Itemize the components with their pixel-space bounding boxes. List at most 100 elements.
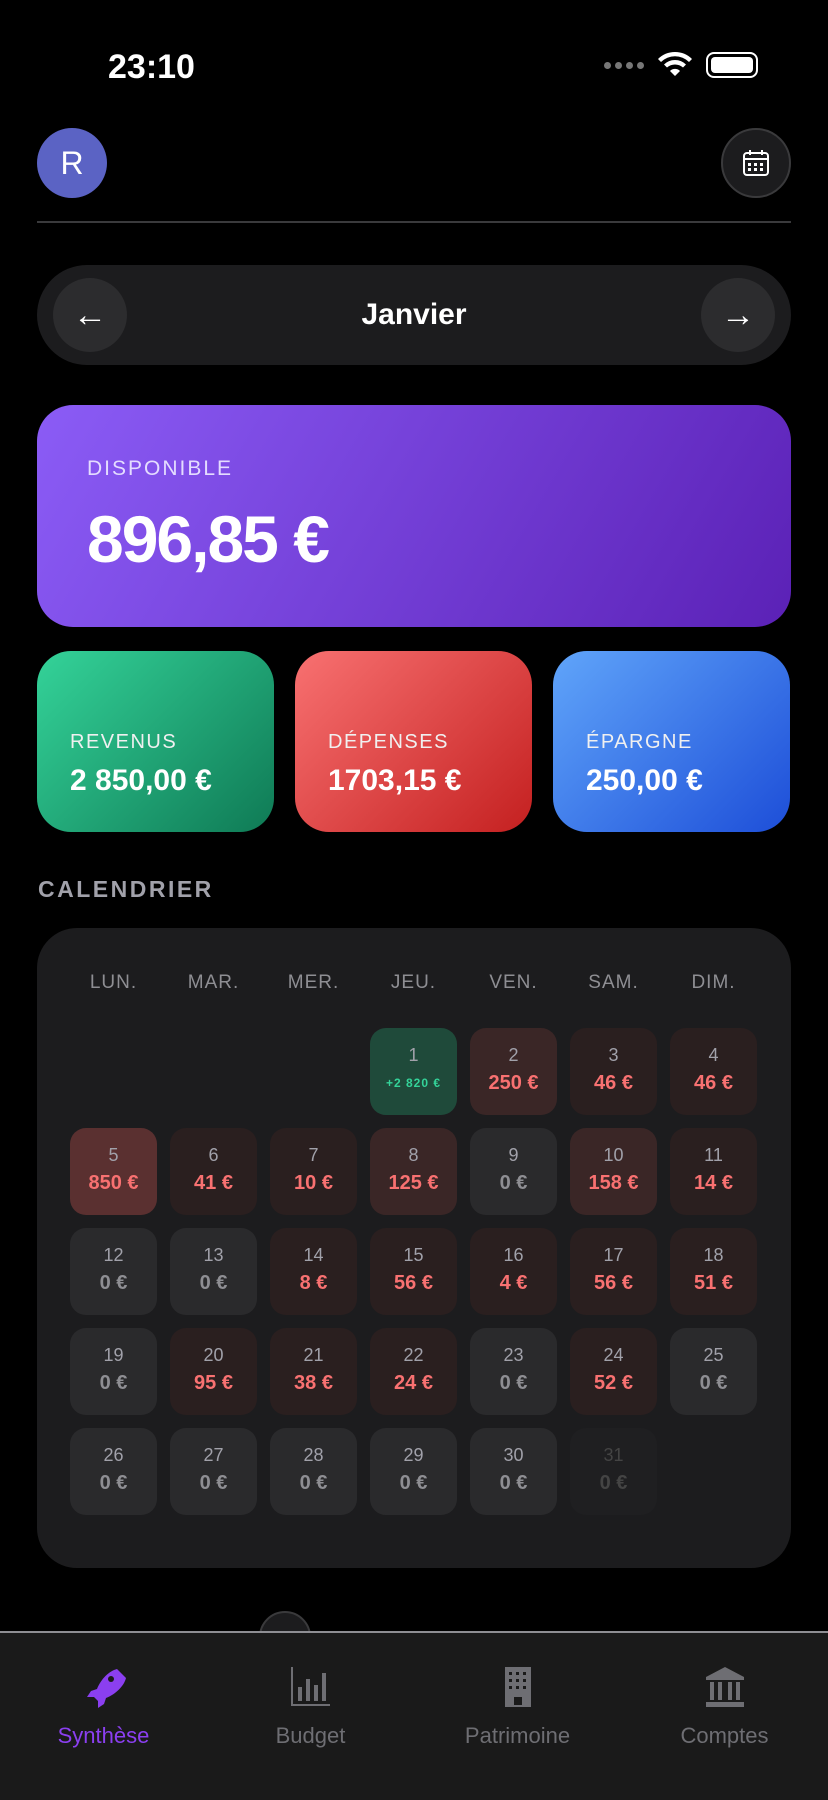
calendar-day[interactable]: 22 24 € xyxy=(370,1328,457,1415)
day-number: 24 xyxy=(603,1345,624,1365)
day-amount: 14 € xyxy=(694,1172,733,1194)
day-number: 11 xyxy=(704,1145,723,1165)
calendar-day[interactable]: 23 0 € xyxy=(470,1328,557,1415)
arrow-right-icon: → xyxy=(721,295,755,334)
available-label: DISPONIBLE xyxy=(87,457,234,480)
calendar-day[interactable]: 28 0 € xyxy=(270,1428,357,1515)
signal-icon xyxy=(604,61,644,69)
day-amount: 8 € xyxy=(299,1272,328,1294)
month-label: Janvier xyxy=(361,298,467,331)
day-number: 3 xyxy=(608,1045,619,1065)
calendar-day[interactable]: 30 0 € xyxy=(470,1428,557,1515)
calendar-day[interactable]: 25 0 € xyxy=(670,1328,757,1415)
tab-label: Synthèse xyxy=(57,1723,150,1748)
day-amount: 56 € xyxy=(594,1272,633,1294)
day-number: 14 xyxy=(303,1245,324,1265)
calendar-day[interactable]: 26 0 € xyxy=(70,1428,157,1515)
previous-month-button[interactable]: ← xyxy=(53,278,127,352)
calendar-day[interactable]: 24 52 € xyxy=(570,1328,657,1415)
calendar-day[interactable]: 21 38 € xyxy=(270,1328,357,1415)
day-number: 20 xyxy=(203,1345,224,1365)
day-number: 6 xyxy=(208,1145,219,1165)
battery-icon xyxy=(706,52,758,78)
calendar-day[interactable]: 2 250 € xyxy=(470,1028,557,1115)
arrow-left-icon: ← xyxy=(73,295,107,334)
day-amount: 52 € xyxy=(594,1372,633,1394)
day-amount: 0 € xyxy=(499,1472,528,1494)
calendar-day[interactable]: 31 0 € xyxy=(570,1428,657,1515)
tab-bar: Synthèse Budget Patrimoine Comptes xyxy=(0,1631,828,1800)
day-amount: 95 € xyxy=(194,1372,233,1394)
building-icon xyxy=(504,1667,531,1707)
avatar[interactable]: R xyxy=(37,128,107,198)
tab-comptes[interactable]: Comptes xyxy=(621,1633,828,1800)
calendar-day[interactable]: 12 0 € xyxy=(70,1228,157,1315)
day-number: 27 xyxy=(203,1445,224,1465)
calendar-section-title: CALENDRIER xyxy=(38,876,214,902)
day-amount: 0 € xyxy=(199,1272,228,1294)
calendar-day[interactable]: 11 14 € xyxy=(670,1128,757,1215)
day-number: 9 xyxy=(508,1145,519,1165)
avatar-initial: R xyxy=(60,144,84,181)
day-amount: 0 € xyxy=(99,1372,128,1394)
calendar-day[interactable]: 17 56 € xyxy=(570,1228,657,1315)
calendar-day[interactable]: 3 46 € xyxy=(570,1028,657,1115)
tab-patrimoine[interactable]: Patrimoine xyxy=(414,1633,621,1800)
calendar-day[interactable]: 13 0 € xyxy=(170,1228,257,1315)
day-number: 30 xyxy=(503,1445,524,1465)
day-number: 18 xyxy=(703,1245,724,1265)
day-amount: 24 € xyxy=(394,1372,433,1394)
bank-icon xyxy=(705,1667,744,1707)
day-number: 7 xyxy=(308,1145,319,1165)
calendar-day[interactable]: 7 10 € xyxy=(270,1128,357,1215)
month-navigator: ← Janvier → xyxy=(37,265,791,365)
day-number: 31 xyxy=(603,1445,624,1465)
day-number: 26 xyxy=(103,1445,124,1465)
expenses-card[interactable]: DÉPENSES 1703,15 € xyxy=(295,651,532,832)
calendar-day[interactable]: 27 0 € xyxy=(170,1428,257,1515)
tab-synthese[interactable]: Synthèse xyxy=(0,1633,207,1800)
day-amount: 0 € xyxy=(99,1472,128,1494)
day-amount: 10 € xyxy=(294,1172,333,1194)
tab-budget[interactable]: Budget xyxy=(207,1633,414,1800)
calendar-day[interactable]: 10 158 € xyxy=(570,1128,657,1215)
calendar-day[interactable]: 5 850 € xyxy=(70,1128,157,1215)
day-amount: 125 € xyxy=(388,1172,439,1194)
calendar-day[interactable]: 8 125 € xyxy=(370,1128,457,1215)
calendar-icon xyxy=(743,150,769,176)
available-value: 896,85 € xyxy=(87,502,330,576)
day-amount: 0 € xyxy=(499,1172,528,1194)
calendar-day[interactable]: 29 0 € xyxy=(370,1428,457,1515)
day-amount: 158 € xyxy=(588,1172,639,1194)
savings-card[interactable]: ÉPARGNE 250,00 € xyxy=(553,651,790,832)
day-amount: 0 € xyxy=(199,1472,228,1494)
expenses-label: DÉPENSES xyxy=(328,731,449,753)
header-divider xyxy=(37,221,791,223)
tab-label: Patrimoine xyxy=(464,1723,571,1748)
day-number: 13 xyxy=(203,1245,224,1265)
day-number: 2 xyxy=(508,1045,519,1065)
calendar-day[interactable]: 4 46 € xyxy=(670,1028,757,1115)
day-number: 28 xyxy=(303,1445,324,1465)
day-amount: +2 820 € xyxy=(385,1076,442,1090)
day-amount: 0 € xyxy=(499,1372,528,1394)
day-number: 29 xyxy=(403,1445,424,1465)
calendar-day[interactable]: 14 8 € xyxy=(270,1228,357,1315)
calendar-day[interactable]: 15 56 € xyxy=(370,1228,457,1315)
day-amount: 4 € xyxy=(499,1272,528,1294)
income-card[interactable]: REVENUS 2 850,00 € xyxy=(37,651,274,832)
calendar-day[interactable]: 6 41 € xyxy=(170,1128,257,1215)
next-month-button[interactable]: → xyxy=(701,278,775,352)
calendar-day[interactable]: 19 0 € xyxy=(70,1328,157,1415)
day-number: 5 xyxy=(108,1145,119,1165)
day-amount: 250 € xyxy=(488,1072,539,1094)
calendar-day[interactable]: 16 4 € xyxy=(470,1228,557,1315)
day-amount: 0 € xyxy=(699,1372,728,1394)
weekday-header: SAM. xyxy=(588,972,639,993)
calendar-button[interactable] xyxy=(721,128,791,198)
calendar-day[interactable]: 20 95 € xyxy=(170,1328,257,1415)
calendar-day[interactable]: 18 51 € xyxy=(670,1228,757,1315)
day-amount: 850 € xyxy=(88,1172,139,1194)
calendar-day[interactable]: 1 +2 820 € xyxy=(370,1028,457,1115)
